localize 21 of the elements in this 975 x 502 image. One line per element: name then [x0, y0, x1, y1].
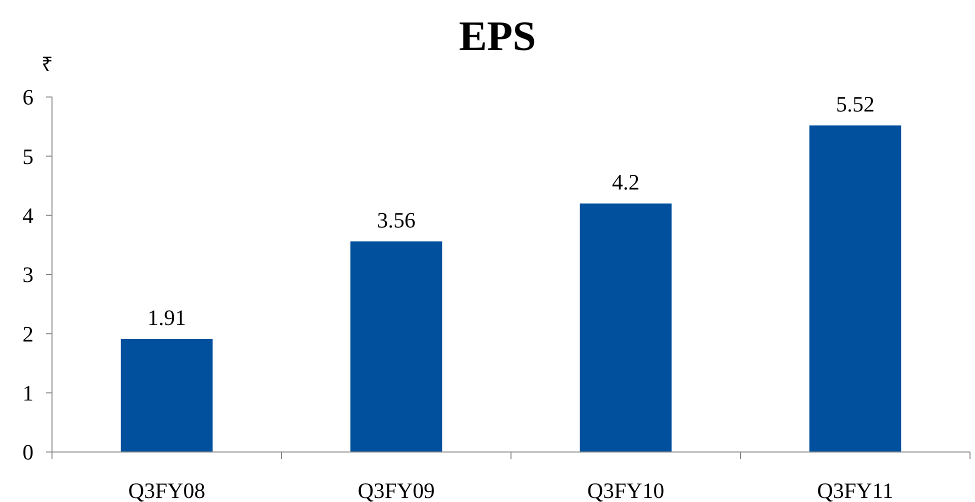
y-tick-label: 6	[22, 84, 34, 110]
x-tick-label: Q3FY08	[128, 478, 206, 502]
y-tick-label: 2	[22, 321, 34, 346]
y-tick-label: 4	[22, 203, 34, 228]
x-tick-label: Q3FY10	[587, 478, 664, 502]
data-label: 4.2	[612, 170, 640, 194]
chart-title: EPS	[458, 14, 536, 60]
data-label: 5.52	[836, 91, 874, 116]
data-label: 3.56	[377, 207, 416, 232]
y-tick-label: 5	[22, 144, 34, 169]
y-axis-title: ₹	[42, 54, 52, 76]
bar	[580, 204, 672, 452]
y-tick-label: 1	[22, 380, 34, 406]
data-label: 1.91	[148, 304, 186, 330]
y-tick-label: 0	[22, 440, 34, 465]
bar	[120, 338, 213, 452]
bar	[350, 241, 442, 452]
bar	[809, 125, 902, 452]
x-tick-label: Q3FY09	[358, 478, 435, 502]
y-tick-label: 3	[22, 262, 34, 288]
x-tick-label: Q3FY11	[817, 478, 894, 502]
